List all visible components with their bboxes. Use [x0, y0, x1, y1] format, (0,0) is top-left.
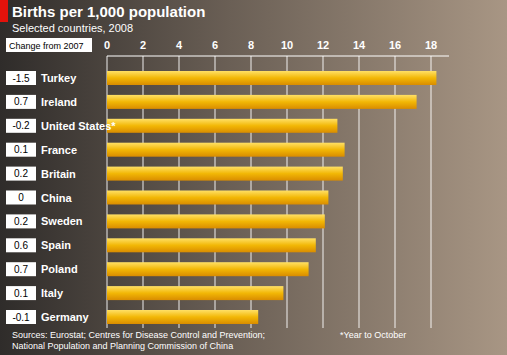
change-box: [6, 191, 36, 205]
category-label: Spain: [41, 239, 71, 251]
tick-label: 2: [140, 39, 146, 51]
change-value: 0.1: [14, 288, 28, 299]
category-label: China: [41, 192, 72, 204]
source: Sources: Eurostat; Centres for Disease C…: [12, 330, 265, 340]
category-label: Italy: [41, 287, 64, 299]
change-box: [6, 262, 36, 276]
change-value: 0: [18, 192, 24, 203]
category-label: Sweden: [41, 215, 83, 227]
change-box: [6, 71, 36, 85]
bar: [107, 262, 309, 276]
change-header-box: [6, 38, 92, 52]
bar: [107, 119, 337, 133]
category-label: United States*: [41, 120, 116, 132]
tick-label: 6: [212, 39, 218, 51]
change-header: Change from 2007: [9, 41, 84, 51]
category-label: France: [41, 144, 77, 156]
background: [0, 0, 507, 355]
title: Births per 1,000 population: [12, 3, 205, 20]
bars: [107, 71, 436, 324]
tick-label: 0: [104, 39, 110, 51]
tick-label: 12: [317, 39, 329, 51]
tick-label: 8: [248, 39, 254, 51]
change-box: [6, 238, 36, 252]
tick-label: 14: [353, 39, 366, 51]
tick-label: 10: [281, 39, 293, 51]
subtitle: Selected countries, 2008: [12, 22, 133, 34]
change-value: -0.1: [12, 312, 30, 323]
change-box: [6, 143, 36, 157]
change-value: 0.7: [14, 96, 28, 107]
change-box: [6, 95, 36, 109]
bar: [107, 238, 316, 252]
change-value: 0.7: [14, 264, 28, 275]
change-value: -0.2: [12, 120, 30, 131]
red-tag: [0, 0, 8, 22]
change-box: [6, 119, 36, 133]
chart: Births per 1,000 population Selected coun…: [0, 0, 507, 355]
bar: [107, 191, 328, 205]
change-value: 0.1: [14, 144, 28, 155]
change-box: [6, 286, 36, 300]
source: National Population and Planning Commiss…: [12, 341, 233, 351]
x-axis-line: [107, 56, 449, 57]
tick-label: 16: [389, 39, 401, 51]
grid-line: [431, 56, 432, 328]
footnote: *Year to October: [340, 330, 406, 340]
bar: [107, 71, 436, 85]
change-box: [6, 214, 36, 228]
category-label: Britain: [41, 168, 76, 180]
change-box: [6, 167, 36, 181]
category-label: Turkey: [41, 72, 77, 84]
tick-label: 18: [425, 39, 437, 51]
bar: [107, 310, 258, 324]
change-value: 0.2: [14, 168, 28, 179]
tick-label: 4: [176, 39, 183, 51]
category-label: Germany: [41, 311, 90, 323]
bar: [107, 95, 417, 109]
change-value: 0.6: [14, 240, 28, 251]
category-label: Ireland: [41, 96, 77, 108]
bar: [107, 167, 343, 181]
bar: [107, 214, 325, 228]
bar: [107, 286, 283, 300]
category-label: Poland: [41, 263, 78, 275]
change-value: 0.2: [14, 216, 28, 227]
bar: [107, 143, 345, 157]
change-box: [6, 310, 36, 324]
change-value: -1.5: [12, 73, 30, 84]
